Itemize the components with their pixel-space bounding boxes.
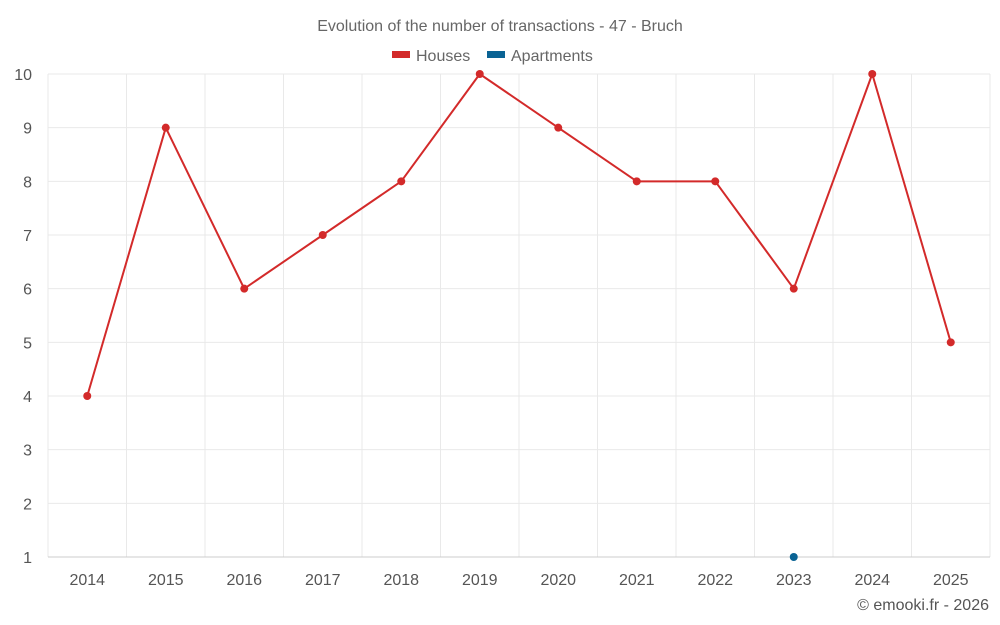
- series-line-houses: [86, 73, 952, 397]
- legend-label-apartments[interactable]: Apartments: [511, 48, 593, 65]
- data-point-houses[interactable]: [83, 392, 92, 400]
- x-axis-ticks: 2014 2015 2016 2017 2018 2019 2020 2021 2022 2023…: [69, 572, 968, 589]
- x-tick-label: 2015: [148, 572, 184, 589]
- y-tick-label: 6: [23, 282, 32, 299]
- data-point-houses[interactable]: [868, 70, 877, 78]
- data-point-houses[interactable]: [946, 338, 955, 347]
- x-tick-label: 2022: [697, 572, 733, 589]
- y-tick-label: 1: [23, 550, 32, 567]
- y-tick-label: 8: [23, 174, 32, 191]
- y-tick-label: 5: [23, 335, 32, 352]
- grid: [47, 73, 991, 557]
- y-tick-label: 3: [23, 443, 32, 460]
- data-point-houses[interactable]: [632, 177, 641, 186]
- x-tick-label: 2021: [619, 572, 655, 589]
- credit-text: © emooki.fr - 2026: [857, 597, 989, 614]
- y-axis-ticks: 1 2 3 4 5 6 7 8 9 10: [14, 67, 32, 567]
- series-layer: [83, 70, 955, 561]
- x-tick-label: 2023: [776, 572, 812, 589]
- x-tick-label: 2024: [854, 572, 890, 589]
- legend-swatch-houses: [392, 51, 410, 58]
- data-point-houses[interactable]: [161, 123, 170, 132]
- data-point-houses[interactable]: [475, 70, 484, 78]
- x-tick-label: 2018: [383, 572, 419, 589]
- y-tick-label: 2: [23, 496, 32, 513]
- legend-label-houses[interactable]: Houses: [416, 48, 470, 65]
- y-tick-label: 7: [23, 228, 32, 245]
- x-tick-label: 2019: [462, 572, 498, 589]
- data-point-houses[interactable]: [397, 177, 406, 186]
- chart-title: Evolution of the number of transactions …: [317, 18, 683, 35]
- x-tick-label: 2017: [305, 572, 341, 589]
- data-point-houses[interactable]: [789, 284, 798, 293]
- y-tick-label: 9: [23, 121, 32, 138]
- legend: Houses Apartments: [392, 48, 593, 65]
- x-tick-label: 2016: [226, 572, 262, 589]
- data-point-houses[interactable]: [711, 177, 720, 186]
- data-point-apartments[interactable]: [789, 553, 798, 561]
- data-point-houses[interactable]: [318, 231, 327, 239]
- x-tick-label: 2025: [933, 572, 969, 589]
- x-tick-label: 2014: [69, 572, 105, 589]
- y-tick-label: 10: [14, 67, 32, 84]
- y-tick-label: 4: [23, 389, 32, 406]
- data-point-houses[interactable]: [240, 284, 249, 293]
- x-tick-label: 2020: [540, 572, 576, 589]
- legend-swatch-apartments: [487, 51, 505, 58]
- data-point-houses[interactable]: [554, 123, 563, 132]
